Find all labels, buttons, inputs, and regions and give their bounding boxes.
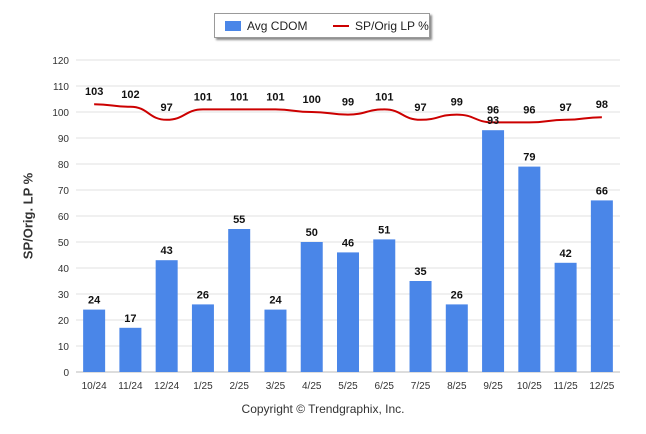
- bar: [518, 166, 541, 372]
- bar-data-label: 17: [124, 313, 136, 325]
- bar: [554, 262, 577, 372]
- x-tick-label: 10/24: [82, 381, 107, 392]
- line-data-label: 103: [85, 86, 103, 98]
- bar: [191, 304, 214, 372]
- bar-data-label: 43: [161, 245, 173, 257]
- line-data-label: 101: [266, 91, 284, 103]
- x-tick-label: 8/25: [447, 381, 467, 392]
- bar-data-label: 24: [269, 295, 282, 307]
- x-tick-label: 11/25: [553, 381, 578, 392]
- line-data-label: 99: [451, 97, 463, 109]
- bar: [264, 309, 287, 372]
- legend-line-swatch: [333, 25, 349, 27]
- x-tick-label: 6/25: [375, 381, 395, 392]
- x-tick-label: 12/24: [154, 381, 179, 392]
- line-data-label: 102: [121, 89, 139, 101]
- line-data-label: 98: [596, 99, 608, 111]
- y-tick-label: 10: [58, 342, 70, 353]
- x-tick-label: 11/24: [118, 381, 143, 392]
- y-tick-label: 0: [63, 368, 69, 379]
- bar: [300, 242, 323, 372]
- copyright: Copyright © Trendgraphix, Inc.: [241, 402, 405, 416]
- x-tick-label: 5/25: [338, 381, 358, 392]
- bar: [83, 309, 106, 372]
- x-tick-label: 2/25: [229, 381, 249, 392]
- y-tick-label: 110: [53, 82, 69, 93]
- bar: [482, 130, 505, 372]
- x-tick-label: 12/25: [589, 381, 614, 392]
- legend[interactable]: Avg CDOM SP/Orig LP %: [214, 13, 430, 38]
- line-series: [94, 103, 602, 124]
- bar: [409, 281, 432, 372]
- line-data-label: 101: [375, 91, 393, 103]
- bar: [119, 327, 142, 372]
- bar: [373, 239, 396, 372]
- bar-data-label: 51: [378, 224, 390, 236]
- y-tick-label: 20: [58, 316, 70, 327]
- y-tick-label: 90: [58, 134, 70, 145]
- y-tick-label: 30: [58, 290, 70, 301]
- legend-bar-swatch: [225, 21, 241, 31]
- x-tick-label: 4/25: [302, 381, 322, 392]
- bar-data-label: 26: [451, 289, 463, 301]
- bar-data-label: 55: [233, 214, 245, 226]
- line-data-label: 97: [414, 102, 426, 114]
- bar: [228, 229, 251, 372]
- y-axis-label: SP/Orig. LP %: [20, 172, 36, 260]
- bar: [155, 260, 178, 372]
- legend-bar-label[interactable]: Avg CDOM: [247, 19, 308, 33]
- x-tick-label: 9/25: [483, 381, 503, 392]
- y-tick-label: 50: [58, 238, 70, 249]
- line-data-label: 100: [303, 94, 321, 106]
- bar-data-label: 26: [197, 289, 209, 301]
- x-tick-label: 7/25: [411, 381, 431, 392]
- line-data-label: 96: [523, 104, 535, 116]
- line-data-label: 101: [230, 91, 248, 103]
- line-data-label: 96: [487, 104, 499, 116]
- y-tick-label: 100: [52, 108, 69, 119]
- bar-data-label: 46: [342, 237, 354, 249]
- legend-line-label[interactable]: SP/Orig LP %: [355, 19, 429, 33]
- x-tick-label: 3/25: [266, 381, 286, 392]
- bar-data-label: 42: [559, 248, 571, 260]
- bar-data-label: 50: [306, 227, 318, 239]
- bar: [590, 200, 613, 372]
- line-data-label: 97: [559, 102, 571, 114]
- bar-data-label: 79: [523, 152, 535, 164]
- bar: [337, 252, 359, 372]
- line-data-label: 97: [161, 102, 173, 114]
- y-tick-label: 70: [58, 186, 70, 197]
- y-tick-label: 120: [52, 56, 69, 67]
- bar-data-label: 35: [414, 266, 426, 278]
- x-tick-label: 1/25: [193, 381, 213, 392]
- line-data-label: 101: [194, 91, 212, 103]
- bar: [445, 304, 468, 372]
- y-tick-label: 60: [58, 212, 70, 223]
- bar-data-label: 93: [487, 115, 499, 127]
- line-data-label: 99: [342, 97, 354, 109]
- bar-data-label: 66: [596, 185, 608, 197]
- y-tick-label: 40: [58, 264, 70, 275]
- x-tick-label: 10/25: [517, 381, 542, 392]
- bar-data-label: 24: [88, 295, 101, 307]
- y-tick-label: 80: [58, 160, 70, 171]
